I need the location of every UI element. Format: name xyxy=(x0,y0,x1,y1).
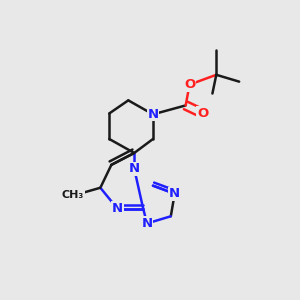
Text: N: N xyxy=(147,108,158,121)
Text: N: N xyxy=(142,217,153,230)
Text: N: N xyxy=(169,187,180,200)
Text: CH₃: CH₃ xyxy=(62,190,84,200)
Text: O: O xyxy=(197,107,208,120)
Text: N: N xyxy=(112,202,123,215)
Text: N: N xyxy=(129,162,140,175)
Text: O: O xyxy=(184,78,195,91)
